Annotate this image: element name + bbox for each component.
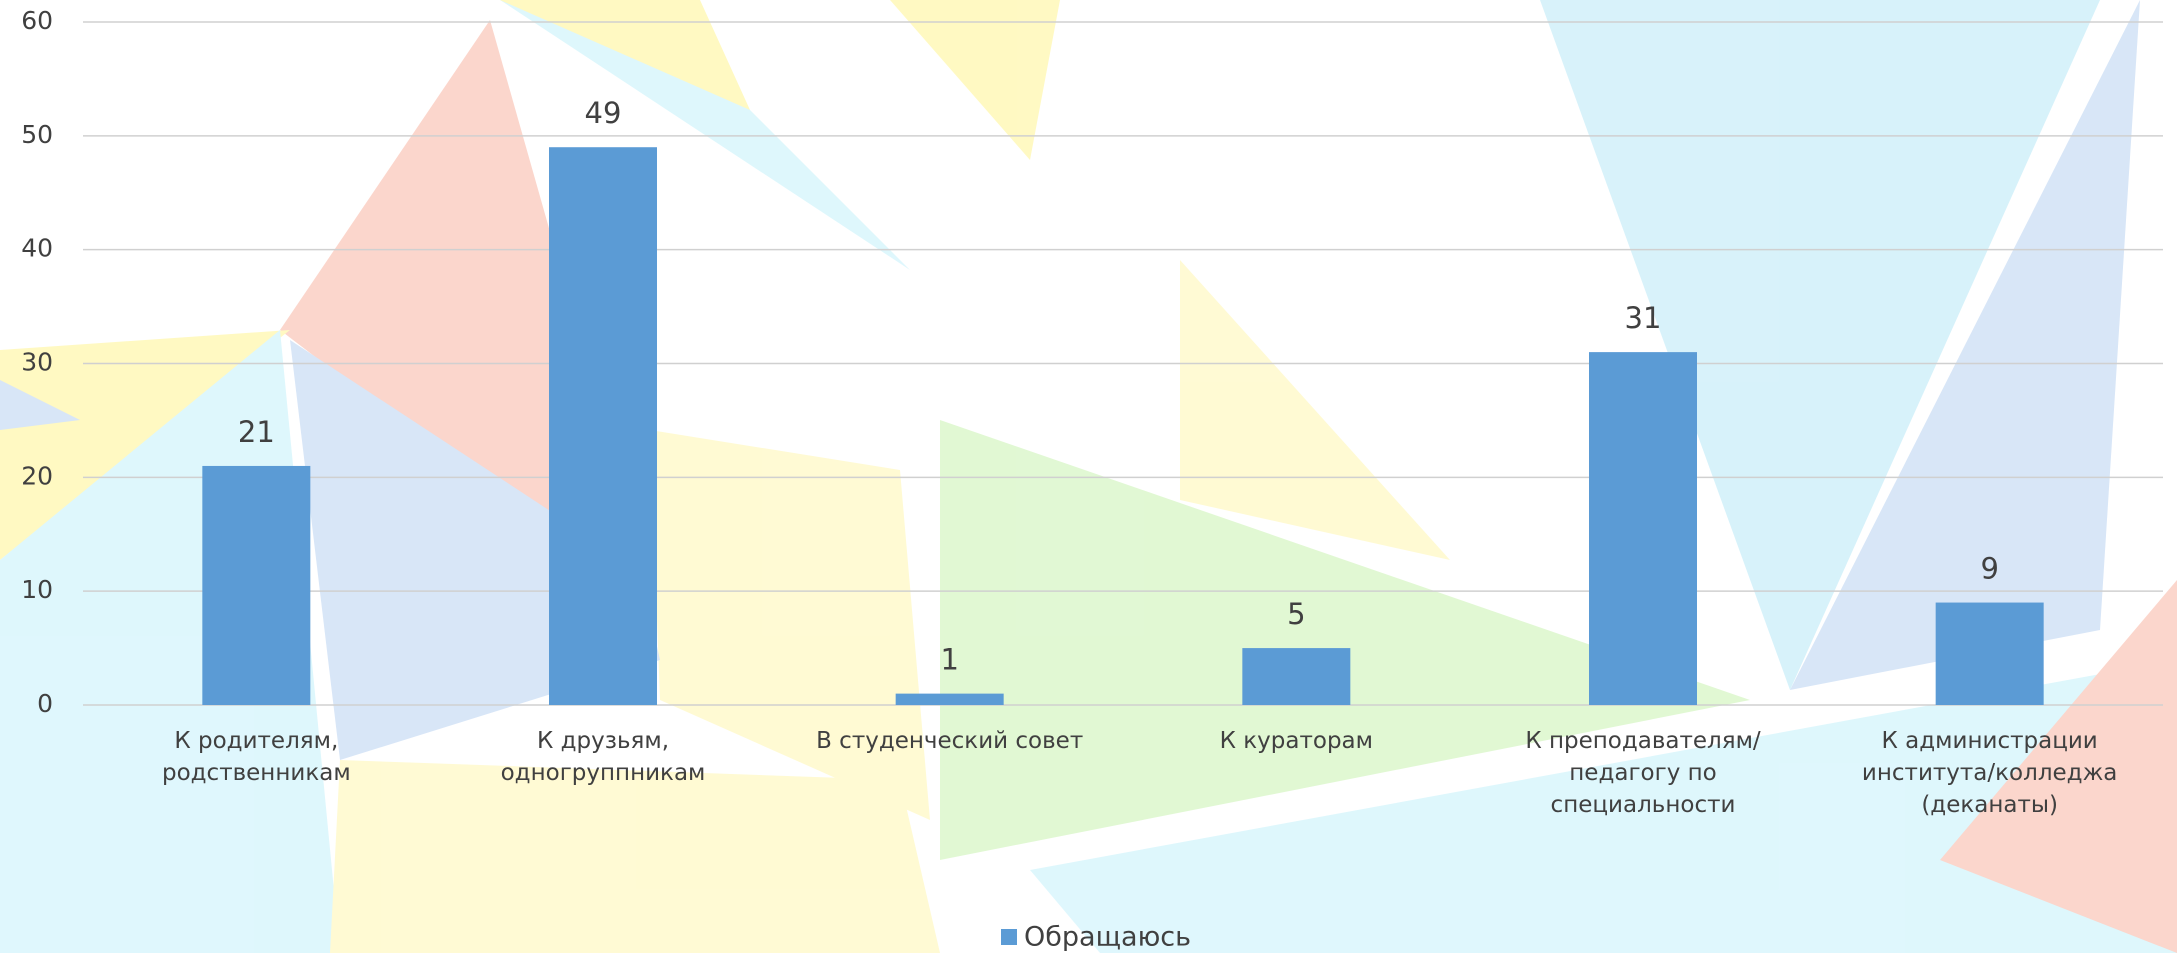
data-label: 1 [940, 643, 958, 677]
y-tick-label: 0 [37, 689, 53, 718]
data-label: 49 [585, 96, 622, 130]
x-tick-label: К кураторам [1219, 728, 1373, 754]
x-tick-label: К родителям, родственникам [161, 728, 351, 786]
bar [895, 693, 1004, 705]
x-tick-label: К преподавателям/педагогу по специальнос… [1525, 728, 1761, 818]
y-tick-label: 20 [21, 461, 53, 490]
y-tick-label: 30 [21, 348, 53, 377]
y-tick-label: 10 [21, 575, 53, 604]
bar [1242, 648, 1351, 705]
y-tick-label: 40 [21, 234, 53, 263]
x-tick-label: В студенческий совет [816, 728, 1084, 754]
bar [1589, 352, 1697, 705]
data-label: 31 [1625, 301, 1662, 335]
data-label: 9 [1980, 552, 1998, 586]
legend-swatch [1001, 929, 1017, 945]
bar [202, 465, 311, 705]
y-tick-label: 60 [21, 6, 53, 35]
y-tick-label: 50 [21, 120, 53, 149]
data-label: 5 [1287, 597, 1305, 631]
bar [1935, 602, 2044, 705]
x-tick-label: К друзьям, одногруппникам [500, 728, 706, 786]
legend-label: Обращаюсь [1024, 922, 1191, 953]
bar [549, 147, 657, 705]
data-label: 21 [238, 415, 275, 449]
x-tick-label: К администрации института/колледжа (дека… [1861, 728, 2118, 818]
